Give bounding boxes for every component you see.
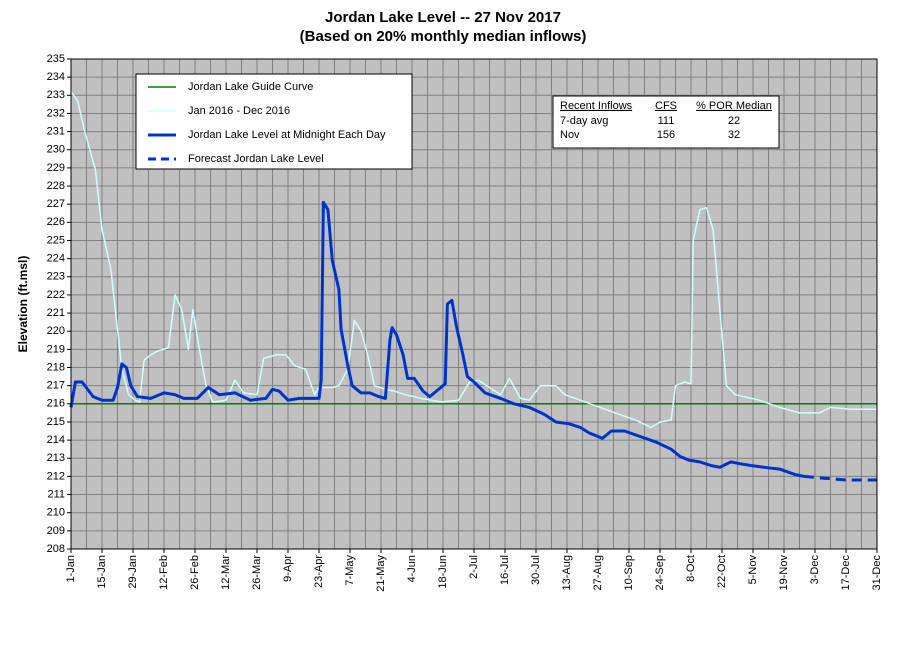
chart-subtitle: (Based on 20% monthly median inflows) [300,28,587,45]
legend-entries: Jordan Lake Guide Curve Jan 2016 - Dec 20… [148,81,386,165]
x-tick-label: 22-Oct [716,555,728,588]
y-tick-label: 218 [47,361,65,373]
x-tick-label: 3-Dec [809,555,821,585]
series-line [803,474,877,482]
table-cell: 111 [658,115,675,127]
table-cell: 22 [728,115,740,127]
y-tick-label: 232 [47,107,65,119]
table-header: Recent Inflows [560,100,633,112]
y-tick-label: 212 [47,470,65,482]
y-axis-label: Elevation (ft.msl) [16,256,30,353]
table-header: % POR Median [696,100,772,112]
x-tick-label: 30-Jul [530,555,542,585]
inflow-table-cells: Recent Inflows CFS % POR Median 7-day avg 11… [560,100,772,141]
x-tick-label: 27-Aug [592,555,604,590]
x-tick-label: 5-Nov [747,555,759,585]
x-tick-label: 1-Jan [65,555,77,583]
y-tick-label: 224 [47,253,65,265]
y-tick-label: 208 [47,543,65,555]
legend-label: Jordan Lake Guide Curve [188,81,313,93]
x-tick-label: 4-Jun [406,555,418,583]
y-tick-label: 226 [47,216,65,228]
y-tick-label: 211 [47,488,65,500]
x-tick-label: 17-Dec [840,555,852,591]
y-tick-label: 235 [47,53,65,65]
x-tick-label: 15-Jan [96,555,108,589]
legend-label: Forecast Jordan Lake Level [188,153,324,165]
y-tick-label: 217 [47,380,65,392]
x-tick-label: 19-Nov [778,555,790,591]
x-tick-label: 7-May [344,555,356,586]
x-tick-label: 12-Mar [220,555,232,590]
axis: 208 209 210 211 212 213 214 215 216 217 218 219 220 2… [47,53,883,592]
x-tick-label: 24-Sep [654,555,666,590]
y-tick-label: 225 [47,234,65,246]
table-cell: 32 [728,129,740,141]
legend-label: Jan 2016 - Dec 2016 [188,105,290,117]
x-tick-label: 8-Oct [685,555,697,582]
x-tick-label: 23-Apr [313,555,325,588]
table-cell: 156 [657,129,675,141]
x-tick-label: 18-Jun [437,555,449,589]
y-tick-label: 220 [47,325,65,337]
table-cell: Nov [560,129,580,141]
y-tick-label: 221 [47,307,65,319]
y-tick-label: 210 [47,507,65,519]
x-tick-label: 26-Feb [189,555,201,590]
legend [135,73,413,170]
y-tick-label: 214 [47,434,65,446]
y-tick-label: 230 [47,144,65,156]
y-tick-label: 213 [47,452,65,464]
y-tick-label: 228 [47,180,65,192]
x-tick-label: 10-Sep [623,555,635,590]
table-header: CFS [655,100,677,112]
x-tick-label: 9-Apr [282,555,294,582]
lines [69,91,877,482]
series-line [69,200,805,478]
inflow-table [552,95,780,149]
y-tick-label: 223 [47,271,65,283]
y-tick-label: 229 [47,162,65,174]
x-tick-label: 13-Aug [561,555,573,590]
y-tick-label: 227 [47,198,65,210]
x-tick-label: 29-Jan [127,555,139,589]
x-tick-label: 2-Jul [468,555,480,579]
table-cell: 7-day avg [560,115,608,127]
x-tick-label: 21-May [375,555,387,592]
y-tick-label: 219 [47,343,65,355]
y-tick-label: 222 [47,289,65,301]
y-tick-label: 216 [47,398,65,410]
x-tick-label: 31-Dec [871,555,883,591]
y-tick-label: 233 [47,89,65,101]
y-tick-label: 231 [47,125,65,137]
chart-title: Jordan Lake Level -- 27 Nov 2017 [325,9,561,26]
x-tick-label: 26-Mar [251,555,263,590]
series-line [70,91,877,429]
y-tick-label: 234 [47,71,65,83]
legend-label: Jordan Lake Level at Midnight Each Day [188,129,386,141]
y-tick-label: 209 [47,525,65,537]
x-tick-label: 12-Feb [158,555,170,590]
x-tick-label: 16-Jul [499,555,511,585]
y-tick-label: 215 [47,416,65,428]
